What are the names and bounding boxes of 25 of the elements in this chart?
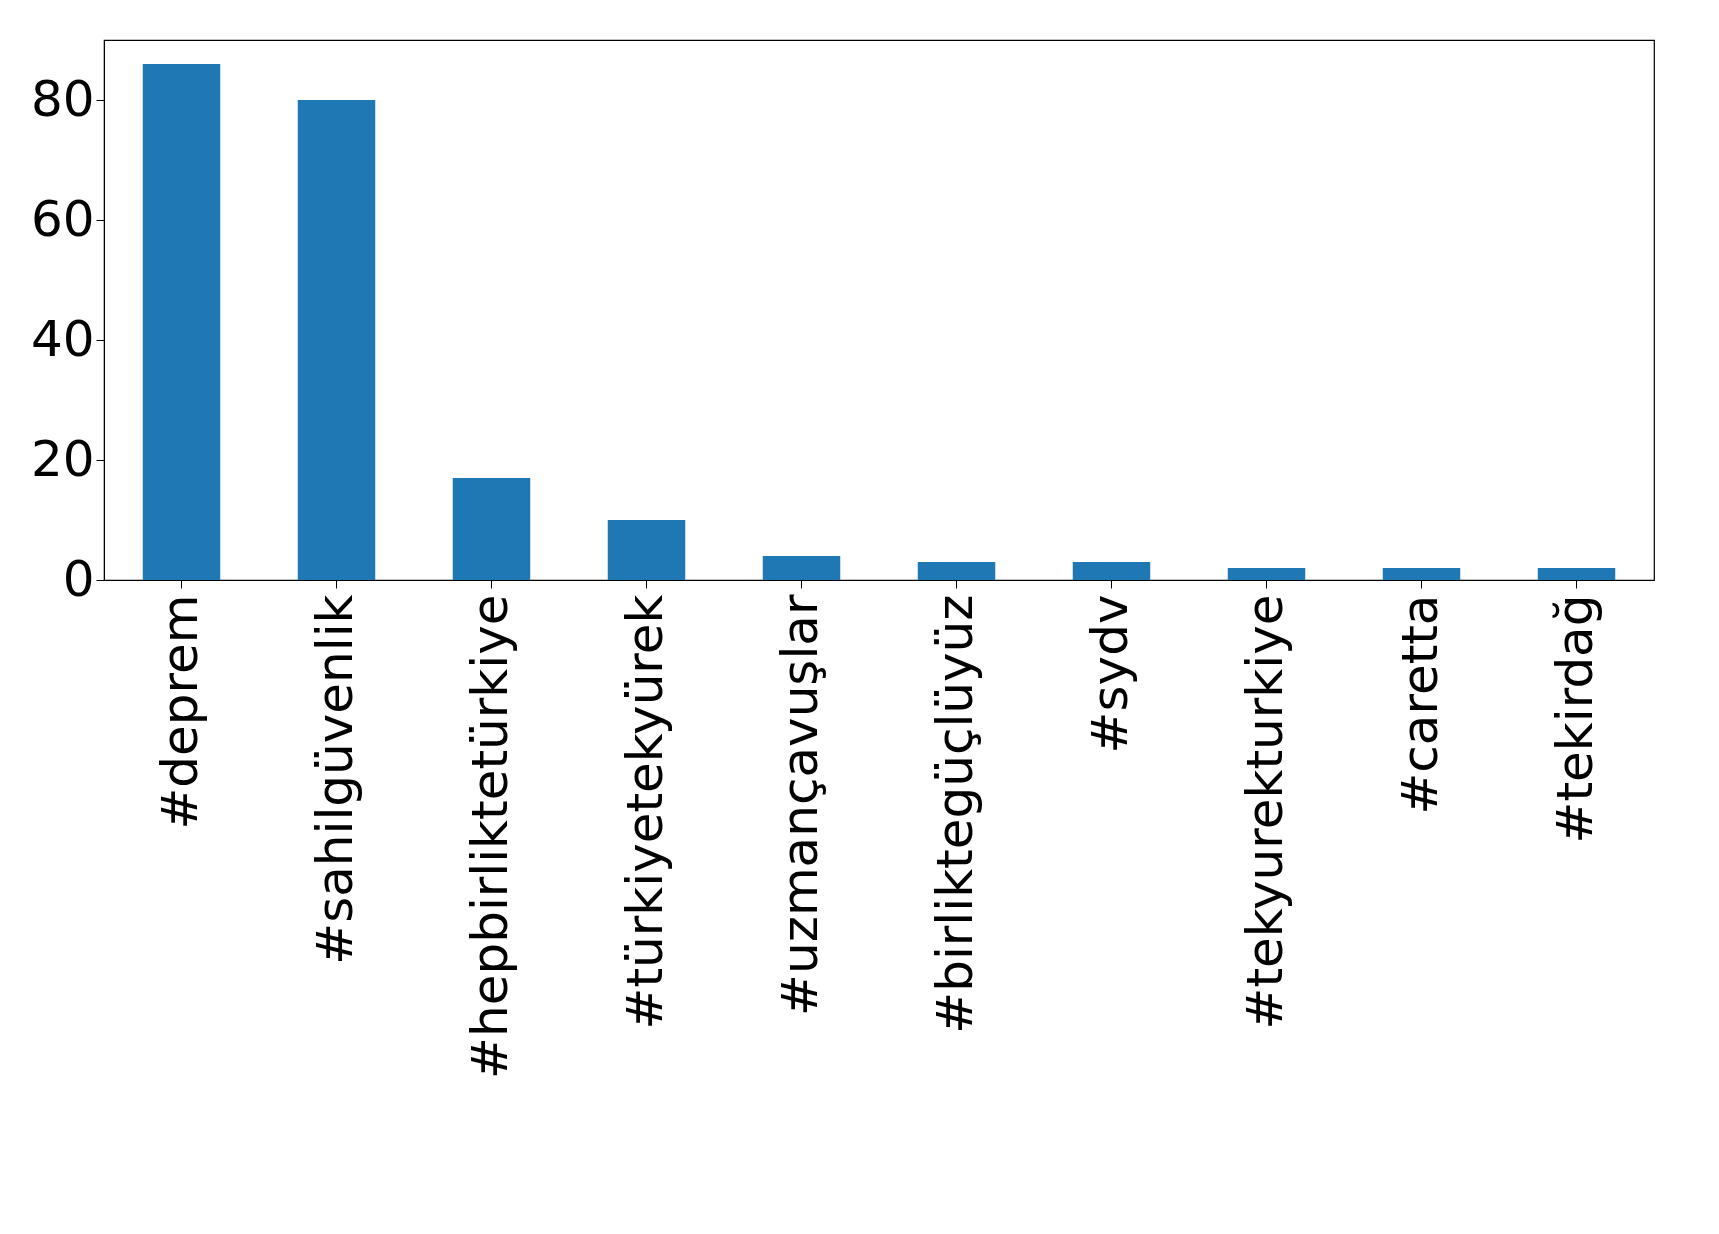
x-tick-label: #deprem xyxy=(150,594,209,830)
bar xyxy=(1072,562,1151,580)
x-tick-label: #hepbirliktetürkiye xyxy=(460,594,519,1079)
x-tick-label: #caretta xyxy=(1390,594,1449,815)
x-tick-label: #tekyurekturkiye xyxy=(1235,594,1294,1030)
bar xyxy=(142,64,221,580)
x-tick-label: #türkiyetekyürek xyxy=(615,594,674,1030)
bar xyxy=(607,520,686,580)
x-tick-label: #sahilgüvenlik xyxy=(305,594,364,965)
y-tick-label: 0 xyxy=(62,549,95,608)
bar xyxy=(1382,568,1461,580)
bar xyxy=(1227,568,1306,580)
x-tick-label: #uzmançavuşlar xyxy=(770,594,829,1016)
bar xyxy=(917,562,996,580)
y-tick-label: 80 xyxy=(30,69,95,128)
y-tick-label: 40 xyxy=(30,309,95,368)
bar xyxy=(452,478,531,580)
x-tick-label: #tekirdağ xyxy=(1545,594,1604,844)
x-tick-label: #birliktegüçlüyüz xyxy=(925,594,984,1034)
x-tick-label: #sydv xyxy=(1080,594,1139,754)
bar xyxy=(1537,568,1616,580)
y-tick-label: 60 xyxy=(30,189,95,248)
bar xyxy=(762,556,841,580)
bar xyxy=(297,100,376,580)
y-tick-label: 20 xyxy=(30,429,95,488)
